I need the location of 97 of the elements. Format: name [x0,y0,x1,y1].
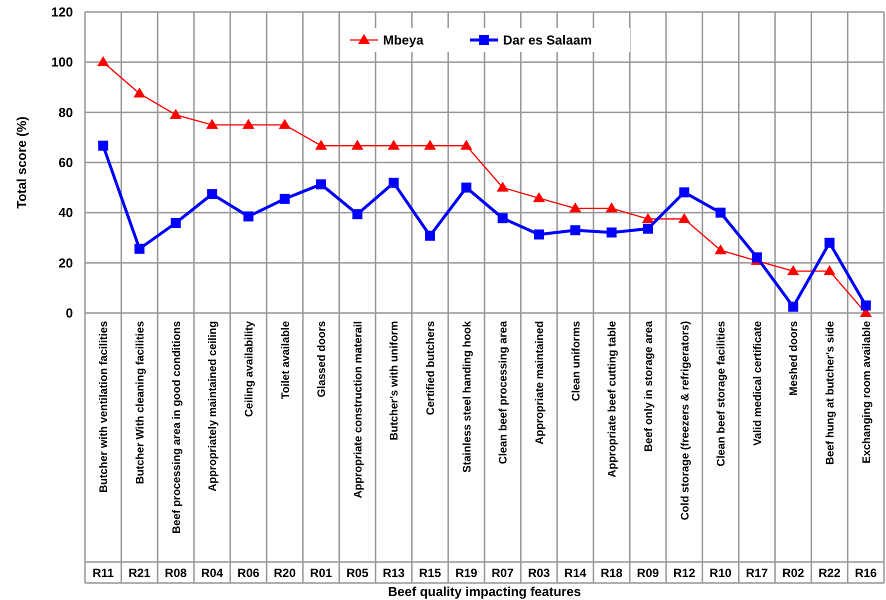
x-tick-label: Certified butchers [425,321,438,416]
x-tick-label: Ceiling availability [243,320,256,417]
legend-label: Mbeya [383,32,424,48]
point [788,302,798,312]
text: R18 [600,566,623,580]
point [569,202,582,212]
text: R14 [564,566,587,580]
x-tick-label: Appropriate beef cutting table [606,321,619,478]
point [642,224,653,234]
point [352,209,362,220]
x-tick-label: Valid medical certificate [752,321,764,446]
point [97,56,110,66]
x-tick-label: Toilet available [280,321,292,400]
point [425,230,436,241]
point [242,118,254,129]
point [496,182,509,192]
point [170,108,182,119]
x-tick-label: Glassed doors [316,321,328,398]
x-tick-label: Appropriate construction materail [352,321,364,498]
point [315,140,328,150]
point [716,208,726,218]
x-tick-label: Butcher With cleaning facilities [134,321,146,484]
y-tick-label: 60 [58,155,73,170]
y-tick-label: 120 [51,4,73,20]
text: R10 [710,566,732,580]
text: R17 [746,566,768,580]
x-tick-label: Cold storage (freezers & refrigerators) [679,320,692,520]
point [280,194,290,204]
point [532,192,545,202]
point [278,118,291,129]
text: R06 [237,566,260,580]
text: R16 [854,566,878,580]
point [860,300,871,310]
point [787,265,800,276]
y-tick-label: 100 [51,54,73,70]
point [714,244,727,254]
text: R08 [164,566,188,580]
point [243,211,254,222]
point [461,182,472,193]
point [98,140,108,151]
x-tick-label: Beef hung at butcher's side [824,321,837,465]
legend-label: Dar es Salaam [503,32,592,48]
text: R21 [128,566,151,580]
y-tick-label: 40 [58,205,73,220]
point [824,265,836,276]
point [424,140,436,150]
text: R03 [528,566,550,580]
point [388,178,399,188]
point [388,140,400,150]
text: R07 [492,566,514,580]
point [134,244,144,254]
text: R12 [673,566,696,580]
x-tick-label: Exchanging room available [860,321,873,464]
x-tick-label: Beef processing area in good conditions [170,321,183,534]
point [133,88,146,98]
text: R11 [92,566,114,580]
y-tick-label: 20 [58,255,73,270]
point [498,213,508,224]
text: R20 [274,566,296,580]
y-tick-label: 80 [58,104,73,120]
x-tick-label: Appropriately maintained ceiling [207,321,220,492]
text: R19 [455,566,478,580]
text: R04 [201,566,224,580]
x-tick-label: Meshed doors [788,321,800,396]
y-axis-title: Total score (%) [14,116,29,209]
x-tick-label: Stainless steel handing hook [461,320,474,473]
point [207,189,218,200]
text: R15 [419,566,442,580]
point [824,238,835,248]
point [351,140,364,150]
point [606,202,618,212]
point [606,227,617,238]
x-axis-title: Beef quality impacting features [388,584,581,599]
point [460,140,472,150]
point [679,187,690,198]
x-tick-label: Appropriate maintained [534,321,546,444]
x-tick-label: Butcher's with uniform [388,320,401,440]
x-tick-label: Beef only in storage area [642,320,655,452]
point [206,118,218,129]
point [642,212,654,223]
text: R01 [310,566,332,580]
text: R13 [382,566,406,580]
y-tick-label: 0 [66,306,73,321]
x-tick-label: Clean beef processing area [498,320,510,464]
x-tick-label: Butcher with ventilation facilities [98,321,110,493]
text: R02 [782,566,805,580]
point [316,179,326,190]
point [534,229,544,240]
text: R22 [818,566,841,580]
point [678,212,690,223]
point [170,218,181,228]
text: R09 [636,566,660,580]
x-tick-label: Clean uniforms [570,321,582,402]
point [752,252,762,262]
text: R05 [346,566,369,580]
x-tick-label: Clean beef storage facilities [716,321,728,466]
point [570,225,580,236]
